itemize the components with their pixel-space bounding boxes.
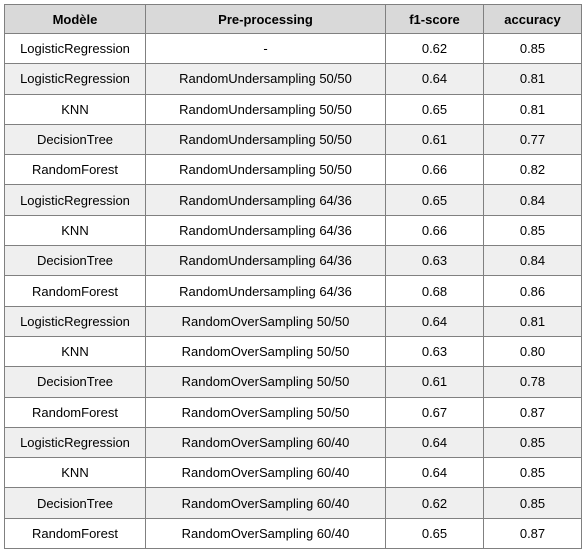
cell-model: KNN bbox=[4, 93, 146, 125]
cell-accuracy: 0.85 bbox=[483, 457, 582, 489]
cell-f1-score: 0.61 bbox=[385, 366, 484, 398]
table-row: RandomForest RandomUndersampling 64/36 0.6… bbox=[4, 275, 582, 307]
cell-f1-score: 0.65 bbox=[385, 93, 484, 125]
table-row: RandomForest RandomUndersampling 50/50 0.6… bbox=[4, 154, 582, 186]
cell-model: LogisticRegression bbox=[4, 32, 146, 65]
cell-model: LogisticRegression bbox=[4, 305, 146, 337]
results-table: Modèle Pre-processing f1-score accuracy … bbox=[4, 4, 582, 550]
table-row: DecisionTree RandomUndersampling 50/50 0.6… bbox=[4, 123, 582, 156]
header-preprocessing: Pre-processing bbox=[145, 4, 386, 34]
cell-model: RandomForest bbox=[4, 275, 146, 307]
cell-model: DecisionTree bbox=[4, 123, 146, 156]
cell-model: KNN bbox=[4, 214, 146, 247]
cell-model: DecisionTree bbox=[4, 366, 146, 398]
cell-accuracy: 0.80 bbox=[483, 335, 582, 368]
table-row: LogisticRegression RandomUndersampling 50… bbox=[4, 63, 582, 95]
cell-preprocessing: RandomUndersampling 64/36 bbox=[145, 275, 386, 307]
cell-accuracy: 0.84 bbox=[483, 184, 582, 216]
cell-accuracy: 0.85 bbox=[483, 487, 582, 519]
cell-accuracy: 0.78 bbox=[483, 366, 582, 398]
cell-accuracy: 0.84 bbox=[483, 245, 582, 277]
cell-accuracy: 0.85 bbox=[483, 32, 582, 65]
header-accuracy: accuracy bbox=[483, 4, 582, 34]
cell-accuracy: 0.81 bbox=[483, 93, 582, 125]
cell-model: DecisionTree bbox=[4, 245, 146, 277]
table-row: KNN RandomUndersampling 50/50 0.65 0.81 bbox=[4, 93, 582, 125]
cell-preprocessing: RandomOverSampling 60/40 bbox=[145, 457, 386, 489]
table-row: KNN RandomOverSampling 50/50 0.63 0.80 bbox=[4, 335, 582, 368]
table-row: RandomForest RandomOverSampling 50/50 0.67… bbox=[4, 396, 582, 428]
cell-preprocessing: RandomOverSampling 60/40 bbox=[145, 517, 386, 550]
cell-model: LogisticRegression bbox=[4, 426, 146, 459]
cell-accuracy: 0.77 bbox=[483, 123, 582, 156]
table-header: Modèle Pre-processing f1-score accuracy bbox=[4, 4, 582, 34]
header-model: Modèle bbox=[4, 4, 146, 34]
cell-f1-score: 0.63 bbox=[385, 335, 484, 368]
cell-preprocessing: RandomUndersampling 64/36 bbox=[145, 184, 386, 216]
cell-preprocessing: RandomUndersampling 50/50 bbox=[145, 93, 386, 125]
cell-model: RandomForest bbox=[4, 517, 146, 550]
cell-model: RandomForest bbox=[4, 154, 146, 186]
cell-preprocessing: RandomUndersampling 64/36 bbox=[145, 245, 386, 277]
cell-preprocessing: RandomOverSampling 50/50 bbox=[145, 335, 386, 368]
cell-f1-score: 0.64 bbox=[385, 426, 484, 459]
table-row: LogisticRegression RandomOverSampling 50/… bbox=[4, 305, 582, 337]
cell-model: KNN bbox=[4, 335, 146, 368]
cell-model: LogisticRegression bbox=[4, 63, 146, 95]
cell-preprocessing: RandomUndersampling 50/50 bbox=[145, 154, 386, 186]
cell-accuracy: 0.87 bbox=[483, 517, 582, 550]
cell-f1-score: 0.66 bbox=[385, 214, 484, 247]
table-row: DecisionTree RandomOverSampling 60/40 0.62… bbox=[4, 487, 582, 519]
table-row: LogisticRegression -0.62 0.85 bbox=[4, 32, 582, 65]
cell-accuracy: 0.85 bbox=[483, 214, 582, 247]
cell-preprocessing: RandomUndersampling 50/50 bbox=[145, 63, 386, 95]
table-body: LogisticRegression -0.62 0.85 LogisticRegre… bbox=[4, 32, 582, 550]
table-row: KNN RandomUndersampling 64/36 0.66 0.85 bbox=[4, 214, 582, 247]
table-row: RandomForest RandomOverSampling 60/40 0.65… bbox=[4, 517, 582, 550]
cell-preprocessing: RandomUndersampling 50/50 bbox=[145, 123, 386, 156]
cell-f1-score: 0.65 bbox=[385, 517, 484, 550]
cell-f1-score: 0.64 bbox=[385, 457, 484, 489]
cell-f1-score: 0.64 bbox=[385, 305, 484, 337]
cell-accuracy: 0.86 bbox=[483, 275, 582, 307]
cell-f1-score: 0.66 bbox=[385, 154, 484, 186]
cell-f1-score: 0.61 bbox=[385, 123, 484, 156]
cell-accuracy: 0.81 bbox=[483, 63, 582, 95]
cell-preprocessing: RandomOverSampling 60/40 bbox=[145, 426, 386, 459]
header-row: Modèle Pre-processing f1-score accuracy bbox=[4, 4, 582, 34]
cell-accuracy: 0.85 bbox=[483, 426, 582, 459]
cell-preprocessing: RandomOverSampling 50/50 bbox=[145, 366, 386, 398]
cell-accuracy: 0.87 bbox=[483, 396, 582, 428]
cell-f1-score: 0.68 bbox=[385, 275, 484, 307]
cell-model: DecisionTree bbox=[4, 487, 146, 519]
cell-accuracy: 0.81 bbox=[483, 305, 582, 337]
table-row: LogisticRegression RandomOverSampling 60/… bbox=[4, 426, 582, 459]
cell-accuracy: 0.82 bbox=[483, 154, 582, 186]
table-row: KNN RandomOverSampling 60/40 0.64 0.85 bbox=[4, 457, 582, 489]
cell-f1-score: 0.63 bbox=[385, 245, 484, 277]
table-row: DecisionTree RandomOverSampling 50/50 0.61… bbox=[4, 366, 582, 398]
table-row: LogisticRegression RandomUndersampling 64… bbox=[4, 184, 582, 216]
cell-preprocessing: - bbox=[145, 32, 386, 65]
cell-model: KNN bbox=[4, 457, 146, 489]
cell-preprocessing: RandomOverSampling 50/50 bbox=[145, 396, 386, 428]
cell-f1-score: 0.65 bbox=[385, 184, 484, 216]
cell-model: RandomForest bbox=[4, 396, 146, 428]
header-f1-score: f1-score bbox=[385, 4, 484, 34]
cell-f1-score: 0.62 bbox=[385, 32, 484, 65]
cell-preprocessing: RandomOverSampling 60/40 bbox=[145, 487, 386, 519]
cell-f1-score: 0.64 bbox=[385, 63, 484, 95]
cell-f1-score: 0.62 bbox=[385, 487, 484, 519]
cell-f1-score: 0.67 bbox=[385, 396, 484, 428]
table-row: DecisionTree RandomUndersampling 64/36 0.6… bbox=[4, 245, 582, 277]
cell-preprocessing: RandomOverSampling 50/50 bbox=[145, 305, 386, 337]
cell-model: LogisticRegression bbox=[4, 184, 146, 216]
cell-preprocessing: RandomUndersampling 64/36 bbox=[145, 214, 386, 247]
